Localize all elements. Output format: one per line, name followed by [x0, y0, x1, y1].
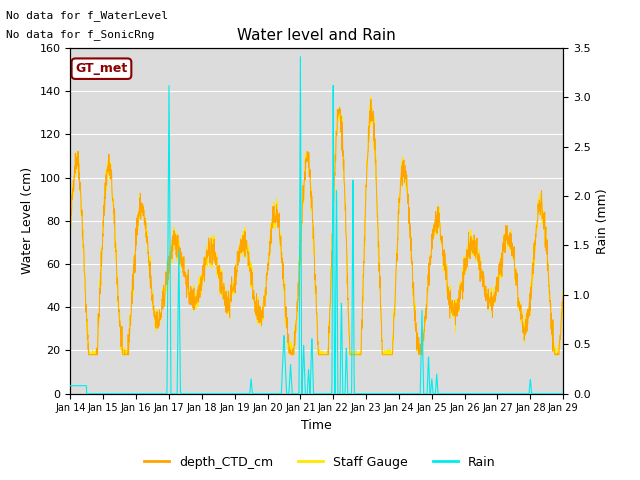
Text: No data for f_WaterLevel: No data for f_WaterLevel — [6, 10, 168, 21]
Text: No data for f_SonicRng: No data for f_SonicRng — [6, 29, 155, 40]
Y-axis label: Rain (mm): Rain (mm) — [596, 188, 609, 253]
Title: Water level and Rain: Water level and Rain — [237, 28, 396, 43]
Text: GT_met: GT_met — [76, 62, 127, 75]
X-axis label: Time: Time — [301, 419, 332, 432]
Y-axis label: Water Level (cm): Water Level (cm) — [21, 167, 34, 275]
Legend: depth_CTD_cm, Staff Gauge, Rain: depth_CTD_cm, Staff Gauge, Rain — [140, 451, 500, 474]
